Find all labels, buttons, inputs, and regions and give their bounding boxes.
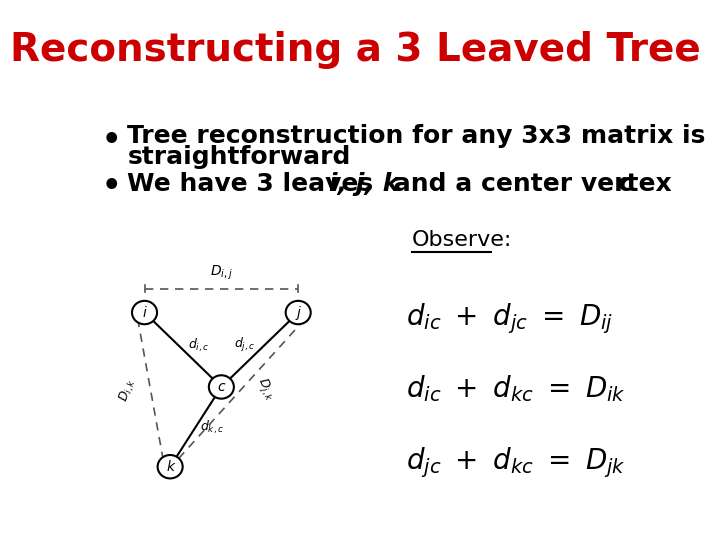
Text: c: c [618,172,633,195]
Circle shape [158,455,183,478]
Text: straightforward: straightforward [127,145,351,169]
Text: $D_{i,k}$: $D_{i,k}$ [116,376,139,403]
Text: and a center vertex: and a center vertex [384,172,680,195]
Circle shape [132,301,157,324]
Text: $D_{j,k}$: $D_{j,k}$ [253,375,278,404]
Text: Tree reconstruction for any 3x3 matrix is: Tree reconstruction for any 3x3 matrix i… [127,124,706,148]
Text: k: k [166,460,174,474]
Text: •: • [102,126,122,156]
Text: $d_{ic}\ +\ d_{kc}\ =\ D_{ik}$: $d_{ic}\ +\ d_{kc}\ =\ D_{ik}$ [406,374,626,404]
Text: i, j, k: i, j, k [329,172,400,195]
Text: j: j [296,306,300,320]
Text: $D_{i,j}$: $D_{i,j}$ [210,264,233,282]
Text: Reconstructing a 3 Leaved Tree: Reconstructing a 3 Leaved Tree [10,31,701,69]
Text: We have 3 leaves: We have 3 leaves [127,172,382,195]
Circle shape [286,301,311,324]
Text: •: • [102,172,122,201]
Text: $d_{i,c}$: $d_{i,c}$ [187,337,209,354]
Text: i: i [143,306,146,320]
Text: c: c [217,380,225,394]
Text: Observe:: Observe: [412,230,513,250]
Circle shape [209,375,234,399]
Text: $d_{k,c}$: $d_{k,c}$ [199,418,224,436]
Text: $d_{j,c}$: $d_{j,c}$ [233,336,255,354]
Text: $d_{ic}\ +\ d_{jc}\ =\ D_{ij}$: $d_{ic}\ +\ d_{jc}\ =\ D_{ij}$ [406,302,613,336]
Text: $d_{jc}\ +\ d_{kc}\ =\ D_{jk}$: $d_{jc}\ +\ d_{kc}\ =\ D_{jk}$ [406,446,626,480]
